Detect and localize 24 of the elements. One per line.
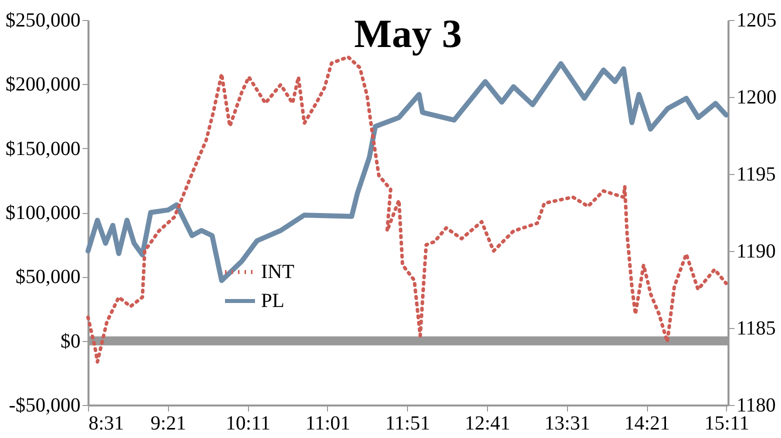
x-tick-label: 8:31 bbox=[88, 412, 124, 434]
legend-label: PL bbox=[261, 290, 284, 312]
y-tick-label: $50,000 bbox=[16, 266, 80, 288]
y2-tick-label: 1200 bbox=[736, 86, 776, 108]
y2-tick-label: 1185 bbox=[736, 318, 776, 340]
y-tick-label: $100,000 bbox=[6, 202, 80, 224]
x-tick-label: 11:51 bbox=[385, 412, 430, 434]
x-tick-label: 11:01 bbox=[305, 412, 350, 434]
y-tick-label: -$50,000 bbox=[8, 394, 80, 416]
y-tick-label: $150,000 bbox=[6, 138, 80, 160]
y-tick-label: $200,000 bbox=[6, 74, 80, 96]
x-tick-label: 14:21 bbox=[624, 412, 670, 434]
line-series bbox=[86, 55, 728, 364]
y2-tick-label: 1195 bbox=[736, 164, 776, 186]
chart-title: May 3 bbox=[354, 11, 462, 56]
x-tick-label: 10:11 bbox=[226, 412, 271, 434]
y2-tick-label: 1190 bbox=[736, 240, 776, 262]
x-tick-label: 12:41 bbox=[464, 412, 510, 434]
y2-tick-label: 1205 bbox=[736, 10, 776, 32]
x-tick-label: 9:21 bbox=[150, 412, 186, 434]
x-tick-label: 13:31 bbox=[544, 412, 590, 434]
y-tick-label: $0 bbox=[60, 330, 80, 352]
legend-label: INT bbox=[261, 261, 294, 283]
y-tick-label: $250,000 bbox=[6, 10, 80, 32]
